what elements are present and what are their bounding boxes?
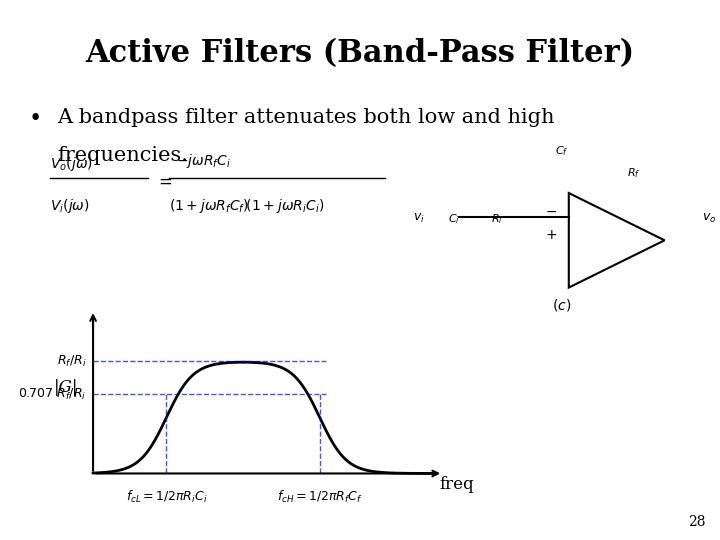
Text: freq: freq (439, 476, 474, 493)
Text: $=$: $=$ (155, 172, 172, 190)
Text: $C_f$: $C_f$ (555, 144, 568, 158)
Text: $f_{cH} = 1/2\pi R_f C_f$: $f_{cH} = 1/2\pi R_f C_f$ (277, 489, 363, 505)
Text: $R_f$: $R_f$ (627, 166, 640, 180)
Text: $\left(1+j\omega R_f C_f\right)\!\left(1+j\omega R_i C_i\right)$: $\left(1+j\omega R_f C_f\right)\!\left(1… (169, 197, 325, 215)
Text: $0.707\ R_f/R_i$: $0.707\ R_f/R_i$ (18, 387, 86, 402)
Text: $-j\omega R_f C_i$: $-j\omega R_f C_i$ (176, 152, 231, 170)
Text: $(c)$: $(c)$ (552, 297, 571, 313)
Text: $R_i$: $R_i$ (491, 212, 503, 226)
Text: •: • (29, 108, 42, 130)
Text: Active Filters (Band-Pass Filter): Active Filters (Band-Pass Filter) (86, 38, 634, 69)
Text: A bandpass filter attenuates both low and high: A bandpass filter attenuates both low an… (58, 108, 555, 127)
Text: $V_o(j\omega)$: $V_o(j\omega)$ (50, 155, 94, 173)
Text: $C_i$: $C_i$ (448, 212, 459, 226)
Text: $f_{cL} = 1/2\pi R_i C_i$: $f_{cL} = 1/2\pi R_i C_i$ (126, 489, 207, 505)
Text: $v_i$: $v_i$ (413, 212, 425, 225)
Text: 28: 28 (688, 515, 706, 529)
Text: $-$: $-$ (545, 204, 557, 218)
Text: $+$: $+$ (545, 228, 557, 242)
Text: |G|: |G| (54, 380, 78, 396)
Text: $v_o$: $v_o$ (702, 212, 716, 225)
Text: $R_f/R_i$: $R_f/R_i$ (57, 354, 86, 369)
Text: $V_i(j\omega)$: $V_i(j\omega)$ (50, 197, 90, 215)
Text: frequencies.: frequencies. (58, 146, 189, 165)
